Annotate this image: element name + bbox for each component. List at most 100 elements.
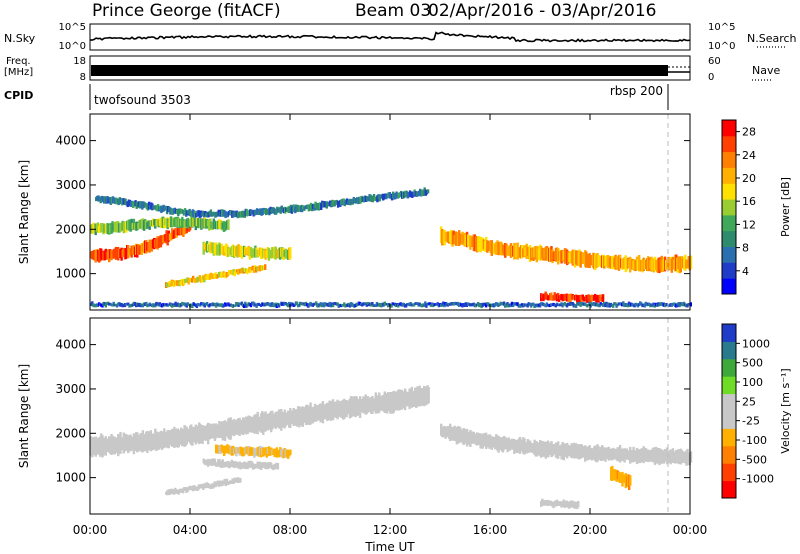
velocity-echoes [90, 385, 693, 509]
echo-cell [519, 304, 523, 308]
nave-label: Nave [752, 64, 780, 77]
echo-cell [604, 303, 607, 308]
echo-cell [365, 303, 368, 307]
y-tick-label: 1000 [55, 471, 86, 485]
echo-cell [544, 304, 547, 308]
echo-cell [390, 304, 393, 308]
echo-cell [173, 304, 176, 307]
echo-cell [651, 303, 654, 308]
y-tick-label: 3000 [55, 178, 86, 192]
echo-cell [424, 301, 427, 306]
y-tick-label: 2000 [55, 426, 86, 440]
echo-band-neg-vel [215, 444, 292, 459]
echo-band-d [165, 264, 267, 288]
echo-cell [319, 302, 322, 307]
echo-cell [145, 301, 148, 306]
colorbar-tick-label: 8 [742, 242, 749, 255]
colorbar-tick-label: 4 [742, 265, 749, 278]
cpid-label: CPID [4, 89, 33, 102]
echo-cell [605, 301, 608, 306]
echo-cell [255, 303, 258, 308]
echo-cell [601, 294, 605, 302]
cpid-program-1: twofsound 3503 [94, 93, 191, 107]
power-echoes [90, 187, 693, 309]
echo-cell [174, 301, 177, 306]
echo-cell [554, 303, 557, 308]
echo-cell [412, 303, 416, 307]
echo-band-neg-vel-late [610, 465, 632, 490]
noise-trace [89, 31, 691, 43]
echo-band-e [95, 187, 430, 219]
echo-cell [505, 303, 508, 308]
echo-cell [187, 278, 190, 285]
colorbar-tick-label: 100 [742, 376, 763, 389]
freq-label-line1: Freq. [6, 56, 31, 67]
echo-cell [239, 478, 242, 483]
echo-cell [276, 463, 280, 470]
echo-cell [172, 303, 175, 306]
colorbar-segment [722, 278, 736, 295]
echo-cell [139, 304, 142, 308]
echo-cell [462, 303, 465, 306]
x-tick-label: 12:00 [373, 523, 408, 537]
colorbar-tick-label: -100 [742, 434, 767, 447]
echo-cell [577, 500, 580, 508]
echo-cell [627, 301, 631, 306]
x-tick-label: 00:00 [673, 523, 708, 537]
echo-cell [443, 304, 446, 308]
echo-band-ground-scatter-1 [90, 385, 430, 458]
echo-cell [208, 304, 211, 308]
x-tick-label: 16:00 [473, 523, 508, 537]
echo-cell [289, 247, 292, 260]
echo-cell [124, 198, 127, 205]
echo-cell [217, 481, 221, 487]
echo-cell [427, 387, 430, 404]
x-tick-label: 08:00 [273, 523, 308, 537]
noise-left-label: N.Sky [4, 32, 36, 45]
echo-cell [374, 304, 377, 307]
echo-band-c [202, 241, 292, 261]
echo-cell [96, 304, 100, 307]
echo-cell [214, 304, 218, 308]
echo-cell [426, 189, 430, 194]
echo-cell [216, 302, 219, 306]
echo-cell [264, 264, 267, 270]
echo-cell [321, 302, 325, 306]
time-axis: 00:00 04:00 08:00 12:00 16:00 20:00 00:00 [73, 114, 708, 537]
echo-cell [348, 304, 352, 308]
colorbar-segment [722, 428, 736, 447]
echo-cell [227, 219, 230, 230]
colorbar-label: Power [dB] [779, 177, 792, 237]
echo-cell [526, 303, 529, 308]
cpid-program-2: rbsp 200 [610, 84, 663, 98]
colorbar-tick-label: 1000 [742, 337, 770, 350]
time-axis-label: Time UT [364, 540, 415, 554]
echo-cell [343, 302, 346, 306]
colorbar-tick-label: -1000 [742, 473, 774, 486]
echo-cell [578, 301, 581, 306]
echo-band-h [90, 301, 692, 309]
x-tick-label: 00:00 [73, 523, 108, 537]
echo-cell [689, 451, 693, 463]
echo-cell [95, 303, 98, 306]
colorbar-tick-label: 16 [742, 195, 756, 208]
echo-band-pos-vel-low [165, 477, 242, 496]
echo-cell [589, 304, 592, 308]
echo-band-f [440, 226, 693, 274]
echo-cell [502, 301, 506, 306]
echo-cell [237, 304, 240, 307]
colorbar-segment [722, 199, 736, 216]
echo-cell [111, 303, 114, 307]
echo-cell [199, 303, 202, 307]
colorbar-segment [722, 151, 736, 168]
echo-cell [230, 480, 233, 484]
echo-cell [409, 302, 412, 306]
echo-cell [375, 302, 379, 305]
echo-cell [418, 302, 421, 306]
echo-cell [371, 302, 374, 306]
echo-band-pos-vel [202, 458, 280, 471]
colorbar-segment [722, 135, 736, 153]
colorbar-segment [722, 463, 736, 482]
colorbar-tick-label: 500 [742, 357, 763, 370]
echo-cell [529, 304, 533, 308]
